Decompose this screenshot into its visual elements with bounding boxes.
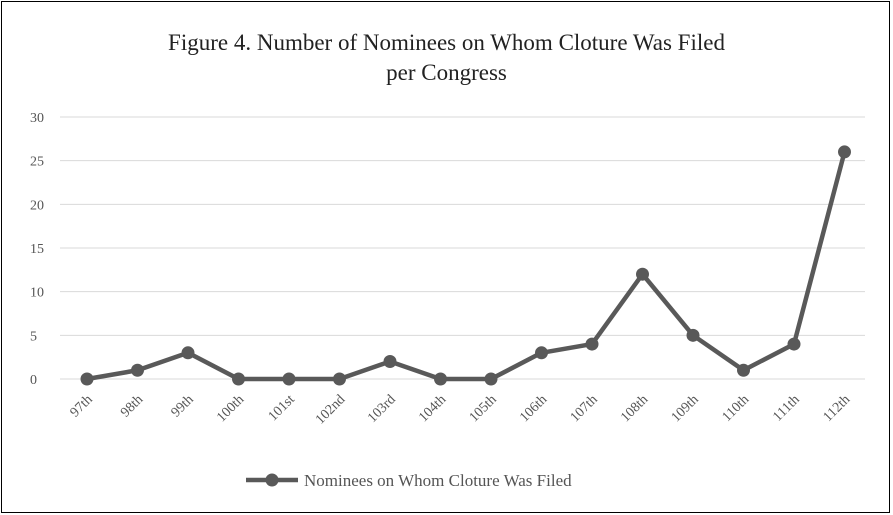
data-point xyxy=(333,372,346,386)
y-tick-label: 0 xyxy=(30,373,37,388)
data-point xyxy=(535,346,548,360)
x-tick-label: 107th xyxy=(568,392,601,425)
legend-label: Nominees on Whom Cloture Was Filed xyxy=(304,471,572,490)
x-tick-label: 99th xyxy=(169,392,197,420)
data-point xyxy=(484,372,498,386)
x-tick-label: 110th xyxy=(720,392,753,425)
y-tick-label: 30 xyxy=(30,111,44,126)
x-tick-label: 105th xyxy=(467,392,500,425)
data-point xyxy=(383,355,397,369)
data-point xyxy=(181,346,195,360)
legend-marker-icon xyxy=(265,473,279,487)
y-tick-label: 15 xyxy=(30,242,44,257)
data-point xyxy=(636,267,649,281)
data-point xyxy=(232,372,245,386)
data-point xyxy=(585,337,599,351)
x-tick-label: 108th xyxy=(618,392,651,425)
x-tick-label: 111th xyxy=(770,392,802,424)
x-tick-label: 103rd xyxy=(365,392,399,426)
x-tick-label: 106th xyxy=(517,392,550,425)
x-tick-label: 101st xyxy=(266,392,298,424)
y-tick-label: 20 xyxy=(30,198,44,213)
x-tick-label: 109th xyxy=(669,392,702,425)
x-tick-label: 112th xyxy=(821,392,854,425)
x-tick-label: 97th xyxy=(68,392,96,420)
y-tick-label: 10 xyxy=(30,286,44,301)
chart-title: Figure 4. Number of Nominees on Whom Clo… xyxy=(2,28,891,88)
x-tick-label: 98th xyxy=(118,392,146,420)
data-point xyxy=(131,363,144,377)
x-tick-label: 100th xyxy=(214,392,247,425)
data-point xyxy=(686,328,700,342)
data-point xyxy=(434,372,447,386)
x-tick-label: 104th xyxy=(416,392,449,425)
data-point xyxy=(282,372,296,386)
chart-title-line2: per Congress xyxy=(386,60,507,85)
x-tick-label: 102nd xyxy=(313,392,348,427)
y-tick-label: 5 xyxy=(30,329,37,344)
data-point xyxy=(80,372,94,386)
data-point xyxy=(838,145,851,159)
series-line xyxy=(84,149,847,382)
chart-title-line1: Figure 4. Number of Nominees on Whom Clo… xyxy=(168,30,725,55)
data-point xyxy=(737,363,750,377)
data-point xyxy=(787,337,801,351)
y-tick-label: 25 xyxy=(30,155,44,170)
